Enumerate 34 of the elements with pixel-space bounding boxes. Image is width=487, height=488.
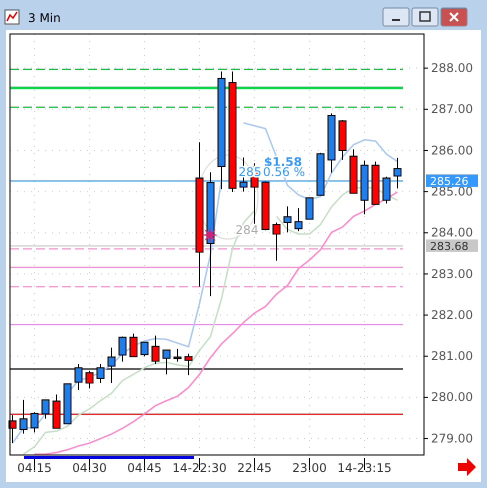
x-tick-label: 14-22:30 [172, 460, 227, 475]
y-tick-label: 279.00 [431, 431, 473, 446]
ref-line-label: 283.68 [430, 240, 468, 253]
candlestick [118, 336, 126, 362]
y-tick-label: 282.00 [431, 308, 473, 322]
y-tick-label: 286.00 [431, 143, 473, 158]
y-tick-label: 280.00 [431, 390, 473, 404]
x-tick-label: 23:00 [292, 460, 327, 475]
candlestick [140, 342, 148, 357]
candlestick [20, 399, 28, 434]
x-tick-label: 14-23:15 [337, 460, 392, 475]
candlestick [272, 222, 280, 262]
y-tick-label: 281.00 [431, 349, 473, 364]
annotation: 284 [236, 223, 258, 237]
x-tick-label: 04:15 [17, 460, 52, 475]
y-tick-label: 288.00 [431, 60, 473, 75]
candlestick [306, 196, 314, 220]
chart-title: 3 Min [28, 11, 61, 25]
y-tick-label: 284.00 [431, 226, 473, 240]
x-tick-label: 04:45 [127, 460, 162, 475]
candlestick [284, 206, 292, 233]
candlestick [394, 157, 402, 189]
y-tick-label: 287.00 [431, 102, 473, 116]
candlestick [30, 412, 38, 433]
candlestick [382, 176, 390, 204]
candlestick [152, 335, 160, 365]
annotation: 0.56 % [263, 165, 305, 179]
candlestick [130, 333, 138, 358]
x-tick-label: 04:30 [72, 460, 107, 475]
candlestick [174, 348, 182, 362]
y-tick-label: 283.00 [431, 266, 473, 281]
x-tick-label: 22:45 [237, 460, 272, 475]
candlestick [42, 399, 50, 420]
candlestick [294, 208, 302, 232]
